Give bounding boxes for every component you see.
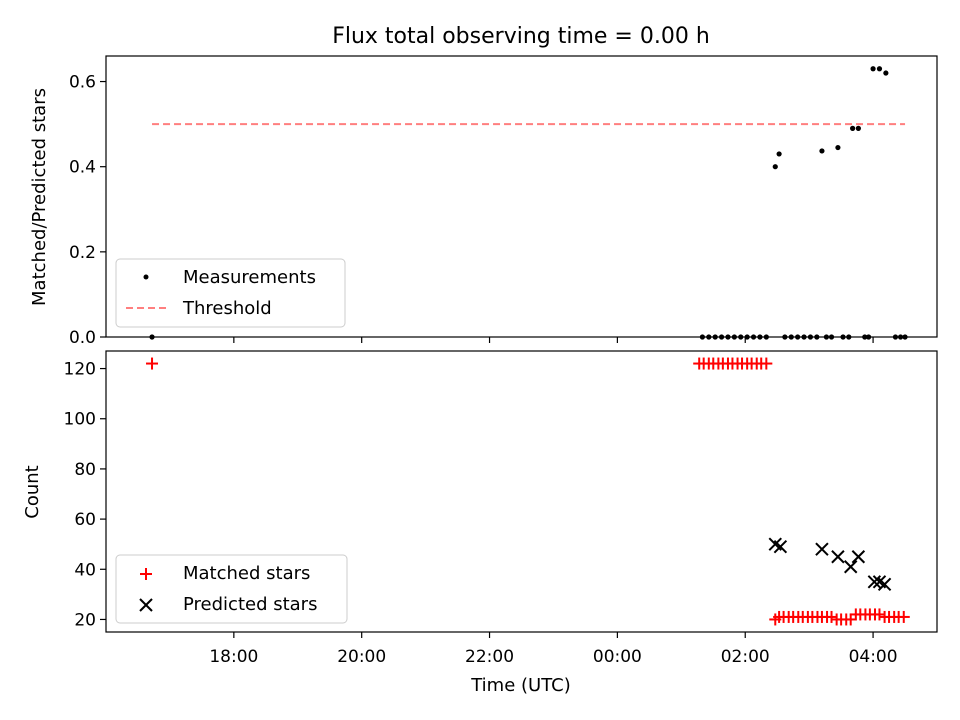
predicted-stars-point <box>831 550 845 564</box>
legend-matched-label: Matched stars <box>183 563 310 584</box>
bottom-y-tick-label: 40 <box>74 560 96 580</box>
predicted-stars-point <box>851 550 866 564</box>
x-tick-label: 00:00 <box>593 647 642 667</box>
top-y-tick-label: 0.6 <box>69 73 96 93</box>
measurements-point <box>699 334 706 340</box>
measurements-point <box>795 334 801 340</box>
measurements-point <box>750 334 757 340</box>
top-plot-frame <box>105 55 938 338</box>
x-axis-label: Time (UTC) <box>470 675 571 696</box>
measurements-point <box>866 334 872 340</box>
bottom-y-tick-label: 100 <box>64 410 96 430</box>
x-tick-label: 04:00 <box>849 647 898 667</box>
measurements-point <box>776 151 782 157</box>
measurements-point <box>862 334 868 340</box>
measurements-point <box>149 334 155 340</box>
bottom-legend-box <box>115 554 348 624</box>
measurements-point <box>757 334 763 340</box>
top-y-tick-label: 0.0 <box>69 328 96 348</box>
chart-title: Flux total observing time = 0.00 h <box>332 24 710 49</box>
matched-stars-point <box>146 357 159 370</box>
measurements-point <box>855 125 861 131</box>
x-tick-label: 22:00 <box>465 647 514 667</box>
measurements-point <box>902 334 908 340</box>
legend-predicted-marker <box>139 598 153 612</box>
bottom-plot-frame <box>105 350 938 633</box>
predicted-stars-point <box>877 577 892 592</box>
bottom-legend: Matched stars Predicted stars <box>115 554 348 624</box>
x-tick-label: 18:00 <box>209 647 258 667</box>
measurements-point <box>819 148 825 154</box>
legend-predicted-label: Predicted stars <box>183 594 317 615</box>
bottom-y-tick-label: 60 <box>74 510 96 530</box>
measurements-point <box>892 334 899 340</box>
measurements-point <box>835 144 841 151</box>
measurements-point <box>738 334 744 340</box>
measurements-point <box>731 334 737 340</box>
measurements-point <box>772 164 778 170</box>
bottom-x-axis: 18:00 20:00 22:00 00:00 02:00 04:00 <box>209 632 898 667</box>
measurements-point <box>712 334 718 340</box>
top-y-tick-label: 0.2 <box>69 243 96 263</box>
top-y-axis: 0.0 0.2 0.4 0.6 <box>69 73 106 348</box>
matched-stars-point <box>897 610 910 623</box>
matched-stars-point <box>844 613 857 626</box>
legend-measurements-label: Measurements <box>183 267 316 288</box>
measurements-point <box>846 334 852 340</box>
predicted-stars-point <box>843 560 858 574</box>
measurements-point <box>807 334 814 340</box>
measurements-point <box>823 334 830 340</box>
measurements-point <box>744 334 750 340</box>
legend-threshold-label: Threshold <box>182 298 272 319</box>
top-legend-box <box>115 258 346 328</box>
measurements-point <box>883 70 889 76</box>
measurements-point <box>828 334 835 340</box>
measurements-point <box>718 334 725 340</box>
top-x-axis-ticks <box>233 337 874 343</box>
x-tick-label: 02:00 <box>721 647 770 667</box>
measurements-point <box>801 334 807 340</box>
bottom-y-tick-label: 120 <box>64 360 96 380</box>
measurements-point <box>763 334 769 340</box>
measurements-point <box>725 334 731 340</box>
top-plot-marks <box>149 66 908 340</box>
measurements-point <box>782 334 788 340</box>
measurements-point <box>876 66 883 72</box>
predicted-stars-point <box>815 542 829 556</box>
bottom-y-tick-label: 80 <box>74 460 96 480</box>
bottom-y-tick-label: 20 <box>74 610 96 630</box>
predicted-stars-point <box>773 539 788 554</box>
measurements-point <box>840 334 846 340</box>
measurements-point <box>850 125 856 131</box>
measurements-point <box>897 334 904 340</box>
predicted-stars-point <box>867 575 882 589</box>
matched-stars-point <box>873 608 886 621</box>
measurements-point <box>706 334 712 340</box>
top-y-tick-label: 0.4 <box>69 158 96 178</box>
bottom-y-axis-label: Count <box>22 465 43 518</box>
measurements-point <box>788 334 794 340</box>
measurements-point <box>814 334 820 340</box>
x-tick-label: 20:00 <box>337 647 386 667</box>
top-legend: Measurements Threshold <box>115 258 346 328</box>
matched-stars-point <box>825 610 838 623</box>
bottom-plot-marks <box>146 357 910 626</box>
measurements-point <box>870 66 876 72</box>
bottom-y-axis: 20 40 60 80 100 120 <box>64 360 106 630</box>
legend-measurements-marker <box>143 274 149 280</box>
legend-matched-marker <box>140 568 152 580</box>
matched-stars-point <box>760 357 773 370</box>
top-y-axis-label: Matched/Predicted stars <box>29 88 50 306</box>
